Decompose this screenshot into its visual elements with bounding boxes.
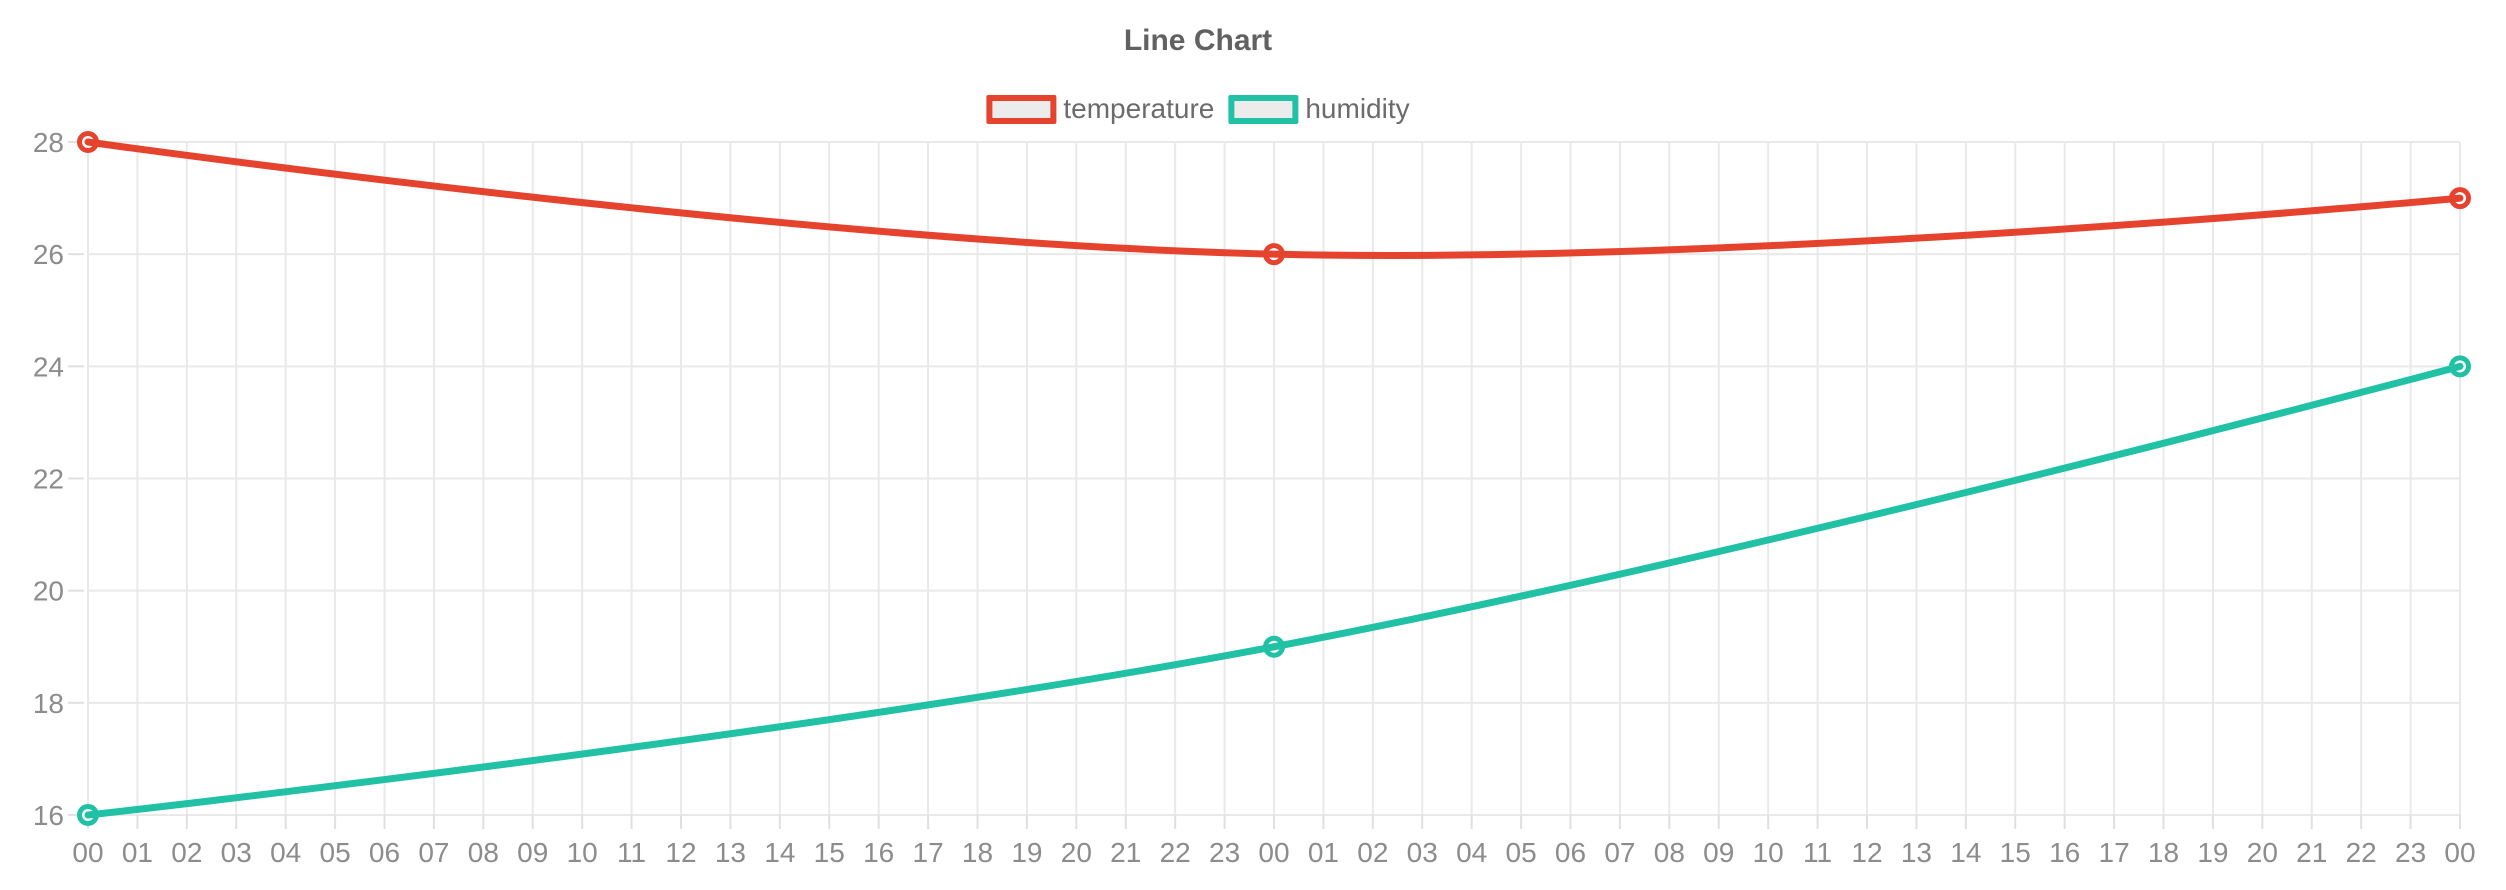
legend-swatch-humidity (1228, 94, 1299, 124)
legend-swatch-temperature (986, 94, 1057, 124)
y-axis-label: 16 (33, 800, 64, 831)
y-axis-label: 26 (33, 239, 64, 270)
legend-label-humidity: humidity (1305, 93, 1410, 124)
chart-title: Line Chart (1123, 24, 1273, 57)
x-axis-label: 12 (1851, 837, 1882, 868)
x-axis-label: 19 (2197, 837, 2228, 868)
x-axis-label: 15 (814, 837, 845, 868)
x-axis-label: 20 (1061, 837, 1092, 868)
x-axis-label: 04 (1456, 837, 1487, 868)
x-axis-label: 06 (1555, 837, 1586, 868)
series-line-temperature (84, 138, 2464, 259)
x-axis-label: 00 (72, 837, 103, 868)
x-axis-label: 14 (764, 837, 795, 868)
x-axis-label: 00 (1258, 837, 1289, 868)
x-axis-label: 08 (1654, 837, 1685, 868)
x-axis-label: 12 (665, 837, 696, 868)
y-axis-label: 20 (33, 576, 64, 607)
x-axis-label: 03 (221, 837, 252, 868)
x-axis-label: 07 (418, 837, 449, 868)
x-axis-label: 18 (962, 837, 993, 868)
y-axis-label: 18 (33, 688, 64, 719)
x-axis-label: 05 (320, 837, 351, 868)
x-axis-label: 18 (2148, 837, 2179, 868)
x-axis-label: 16 (2049, 837, 2080, 868)
x-axis-label: 08 (468, 837, 499, 868)
legend: temperature humidity (986, 93, 1410, 125)
legend-item-humidity[interactable]: humidity (1228, 93, 1410, 125)
x-axis-label: 02 (171, 837, 202, 868)
series-line-humidity (84, 362, 2464, 819)
x-axis-label: 07 (1604, 837, 1635, 868)
x-axis-label: 14 (1950, 837, 1981, 868)
x-axis-label: 16 (863, 837, 894, 868)
x-axis-label: 21 (2296, 837, 2327, 868)
x-axis-label: 03 (1407, 837, 1438, 868)
x-axis-label: 01 (122, 837, 153, 868)
x-axis-label: 23 (1209, 837, 1240, 868)
y-axis-label: 22 (33, 464, 64, 495)
x-axis-label: 20 (2247, 837, 2278, 868)
y-axis-label: 24 (33, 351, 64, 382)
x-axis-label: 13 (1901, 837, 1932, 868)
x-axis-label: 11 (1803, 837, 1832, 868)
x-axis-label: 11 (617, 837, 646, 868)
x-axis-label: 09 (517, 837, 548, 868)
x-axis-label: 17 (2099, 837, 2130, 868)
x-axis-label: 19 (1011, 837, 1042, 868)
x-axis-label: 13 (715, 837, 746, 868)
x-axis-label: 22 (2346, 837, 2377, 868)
x-axis-label: 09 (1703, 837, 1734, 868)
legend-label-temperature: temperature (1063, 93, 1215, 124)
x-axis-label: 10 (567, 837, 598, 868)
x-axis-label: 05 (1506, 837, 1537, 868)
x-axis-label: 21 (1110, 837, 1141, 868)
x-axis-label: 01 (1308, 837, 1339, 868)
x-axis-label: 22 (1160, 837, 1191, 868)
x-axis-label: 04 (270, 837, 301, 868)
x-axis-label: 15 (2000, 837, 2031, 868)
x-axis-label: 02 (1357, 837, 1388, 868)
x-axis-label: 06 (369, 837, 400, 868)
y-axis-label: 28 (33, 127, 64, 158)
x-axis-label: 23 (2395, 837, 2426, 868)
x-axis-label: 17 (913, 837, 944, 868)
x-axis-label: 10 (1753, 837, 1784, 868)
x-axis-label: 00 (2444, 837, 2475, 868)
legend-item-temperature[interactable]: temperature (986, 93, 1214, 125)
